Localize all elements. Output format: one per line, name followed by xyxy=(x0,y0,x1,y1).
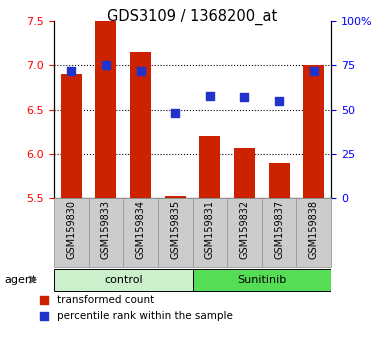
Text: GDS3109 / 1368200_at: GDS3109 / 1368200_at xyxy=(107,9,278,25)
Text: GSM159838: GSM159838 xyxy=(309,200,319,259)
Bar xyxy=(95,21,116,198)
Bar xyxy=(269,163,290,198)
Point xyxy=(311,68,317,74)
Point xyxy=(103,63,109,68)
Bar xyxy=(227,198,262,267)
Point xyxy=(40,298,47,303)
Text: transformed count: transformed count xyxy=(57,296,155,306)
Bar xyxy=(54,268,192,291)
Bar xyxy=(303,65,324,198)
Text: Sunitinib: Sunitinib xyxy=(237,275,286,285)
Text: agent: agent xyxy=(4,275,37,285)
Point xyxy=(40,313,47,318)
Bar xyxy=(192,268,331,291)
Point xyxy=(207,93,213,98)
Bar xyxy=(130,52,151,198)
Bar xyxy=(192,198,227,267)
Bar xyxy=(89,198,123,267)
Bar xyxy=(123,198,158,267)
Bar xyxy=(54,198,89,267)
Point xyxy=(172,110,178,116)
Bar xyxy=(158,198,192,267)
Text: percentile rank within the sample: percentile rank within the sample xyxy=(57,310,233,320)
Point xyxy=(241,95,248,100)
Text: GSM159832: GSM159832 xyxy=(239,200,249,259)
Text: GSM159833: GSM159833 xyxy=(101,200,111,259)
Bar xyxy=(262,198,296,267)
Text: GSM159830: GSM159830 xyxy=(66,200,76,259)
Point xyxy=(276,98,282,104)
Text: GSM159837: GSM159837 xyxy=(274,200,284,259)
Bar xyxy=(296,198,331,267)
Bar xyxy=(165,196,186,198)
Point xyxy=(68,68,74,74)
Text: GSM159834: GSM159834 xyxy=(136,200,146,259)
Text: control: control xyxy=(104,275,142,285)
Point xyxy=(137,68,144,74)
Bar xyxy=(199,136,220,198)
Bar xyxy=(234,148,255,198)
Text: GSM159831: GSM159831 xyxy=(205,200,215,259)
Text: GSM159835: GSM159835 xyxy=(170,200,180,259)
Bar xyxy=(61,74,82,198)
